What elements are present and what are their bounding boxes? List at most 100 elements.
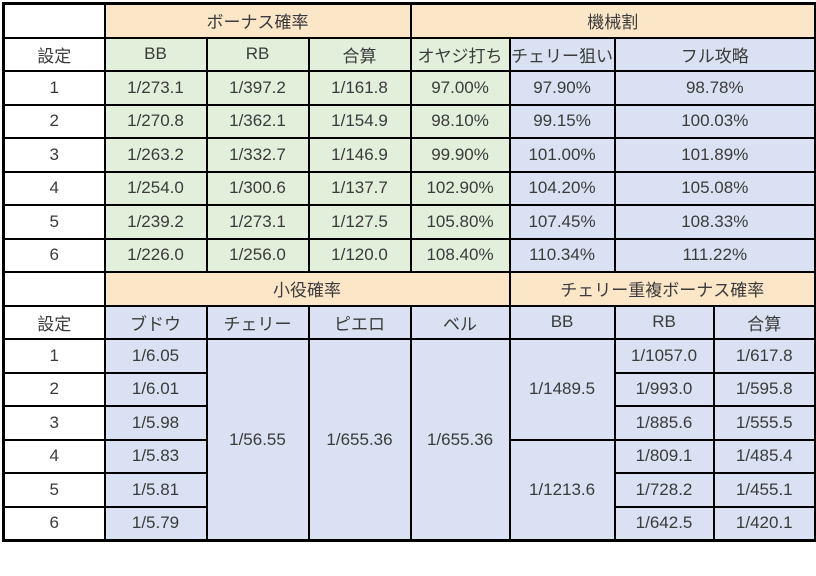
table-cell: 1/263.2	[103, 137, 208, 173]
table-cell: 1/332.7	[205, 137, 310, 173]
table-cell: 98.78%	[613, 70, 816, 106]
col-header-combined: 合算	[307, 36, 412, 72]
merged-cherry-value: 1/56.55	[205, 338, 310, 542]
table-cell: 1/5.79	[103, 505, 208, 542]
table-cell: 1/420.1	[712, 505, 816, 542]
setting-number: 5	[2, 472, 106, 508]
table-cell: 1/485.4	[712, 438, 816, 474]
group-header-cherry-overlap-bonus: チェリー重複ボーナス確率	[508, 271, 816, 307]
col-header-combined: 合算	[712, 304, 816, 340]
table-row: 1 1/6.05 1/56.55 1/655.36 1/655.36 1/1489.5 1/…	[2, 338, 816, 542]
table-cell: 97.00%	[409, 70, 511, 106]
col-header-cherry-nerai: チェリー狙い	[508, 36, 616, 72]
table-cell: 1/273.1	[205, 204, 310, 240]
table-cell: 99.15%	[508, 103, 616, 139]
table-row: 6 1/226.0 1/256.0 1/120.0 108.40% 110.34% 111.…	[2, 237, 816, 273]
merged-pierrot-value: 1/655.36	[307, 338, 412, 542]
table-row: 4 1/5.83 1/1213.6 1/809.1 1/485.4	[2, 438, 816, 542]
table-cell: 1/642.5	[613, 505, 715, 542]
table-cell: 99.90%	[409, 137, 511, 173]
slot-settings-table: ボーナス確率 機械割 設定 BB RB 合算 オヤジ打ち チェリー狙い フル攻略 1 1/273.1…	[2, 2, 816, 542]
table-cell: 100.03%	[613, 103, 816, 139]
table-cell: 102.90%	[409, 170, 511, 206]
table-cell: 1/728.2	[613, 472, 715, 508]
corner-cell	[2, 271, 106, 307]
table-cell: 97.90%	[508, 70, 616, 106]
table-cell: 98.10%	[409, 103, 511, 139]
setting-number: 3	[2, 137, 106, 173]
table-cell: 1/254.0	[103, 170, 208, 206]
col-header-bb: BB	[103, 36, 208, 72]
table-cell: 1/5.81	[103, 472, 208, 508]
table-cell: 1/5.98	[103, 405, 208, 441]
table-row: 2 1/270.8 1/362.1 1/154.9 98.10% 99.15% 100.03…	[2, 103, 816, 139]
col-header-cherry: チェリー	[205, 304, 310, 340]
table-row: ボーナス確率 機械割	[2, 2, 816, 39]
table-row: 小役確率 チェリー重複ボーナス確率	[2, 271, 816, 307]
table-row: 設定 ブドウ チェリー ピエロ ベル BB RB 合算	[2, 304, 816, 340]
setting-number: 4	[2, 438, 106, 474]
group-header-bonus-probability: ボーナス確率	[103, 2, 412, 39]
table-cell: 1/6.01	[103, 371, 208, 407]
table-cell: 1/256.0	[205, 237, 310, 273]
setting-number: 4	[2, 170, 106, 206]
table-cell: 107.45%	[508, 204, 616, 240]
table-cell: 1/617.8	[712, 338, 816, 374]
table-cell: 1/595.8	[712, 371, 816, 407]
col-header-setting: 設定	[2, 36, 106, 72]
table-cell: 1/226.0	[103, 237, 208, 273]
table-cell: 1/239.2	[103, 204, 208, 240]
setting-number: 1	[2, 70, 106, 106]
table-cell: 1/455.1	[712, 472, 816, 508]
setting-number: 2	[2, 103, 106, 139]
slot-settings-table-wrapper: ボーナス確率 機械割 設定 BB RB 合算 オヤジ打ち チェリー狙い フル攻略 1 1/273.1…	[2, 2, 816, 542]
table-cell: 1/270.8	[103, 103, 208, 139]
merged-bb-value: 1/1489.5	[508, 338, 616, 441]
setting-number: 6	[2, 505, 106, 542]
table-row: 5 1/5.81 1/728.2 1/455.1	[2, 472, 816, 508]
col-header-rb: RB	[205, 36, 310, 72]
corner-cell	[2, 2, 106, 39]
table-row: 2 1/6.01 1/993.0 1/595.8	[2, 371, 816, 407]
col-header-oyaji-uchi: オヤジ打ち	[409, 36, 511, 72]
table-cell: 1/161.8	[307, 70, 412, 106]
setting-number: 6	[2, 237, 106, 273]
table-cell: 101.89%	[613, 137, 816, 173]
table-cell: 1/6.05	[103, 338, 208, 374]
table-cell: 105.80%	[409, 204, 511, 240]
setting-number: 1	[2, 338, 106, 374]
col-header-rb: RB	[613, 304, 715, 340]
table-cell: 1/1057.0	[613, 338, 715, 374]
col-header-full-strategy: フル攻略	[613, 36, 816, 72]
table-cell: 104.20%	[508, 170, 616, 206]
table-cell: 1/154.9	[307, 103, 412, 139]
table-cell: 1/993.0	[613, 371, 715, 407]
table-cell: 1/146.9	[307, 137, 412, 173]
col-header-pierrot: ピエロ	[307, 304, 412, 340]
table-cell: 1/300.6	[205, 170, 310, 206]
col-header-setting: 設定	[2, 304, 106, 340]
table-cell: 1/127.5	[307, 204, 412, 240]
table-row: 設定 BB RB 合算 オヤジ打ち チェリー狙い フル攻略	[2, 36, 816, 72]
table-cell: 108.40%	[409, 237, 511, 273]
table-cell: 111.22%	[613, 237, 816, 273]
table-cell: 1/120.0	[307, 237, 412, 273]
col-header-bb: BB	[508, 304, 616, 340]
setting-number: 2	[2, 371, 106, 407]
table-cell: 1/885.6	[613, 405, 715, 441]
group-header-small-win-probability: 小役確率	[103, 271, 511, 307]
setting-number: 5	[2, 204, 106, 240]
table-cell: 101.00%	[508, 137, 616, 173]
setting-number: 3	[2, 405, 106, 441]
merged-bb-value: 1/1213.6	[508, 438, 616, 542]
table-cell: 105.08%	[613, 170, 816, 206]
merged-bell-value: 1/655.36	[409, 338, 511, 542]
table-row: 4 1/254.0 1/300.6 1/137.7 102.90% 104.20% 105.…	[2, 170, 816, 206]
group-header-machine-payout: 機械割	[409, 2, 816, 39]
col-header-grape: ブドウ	[103, 304, 208, 340]
table-row: 1 1/273.1 1/397.2 1/161.8 97.00% 97.90% 98.78%	[2, 70, 816, 106]
table-cell: 1/137.7	[307, 170, 412, 206]
table-cell: 1/5.83	[103, 438, 208, 474]
table-row: 3 1/5.98 1/885.6 1/555.5	[2, 405, 816, 441]
table-cell: 1/397.2	[205, 70, 310, 106]
